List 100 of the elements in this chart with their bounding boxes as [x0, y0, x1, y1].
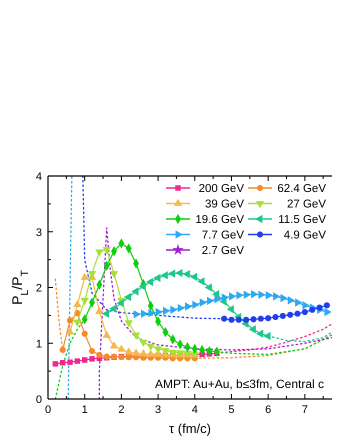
- point: [124, 347, 133, 355]
- point: [214, 295, 222, 304]
- point: [82, 357, 88, 363]
- point: [102, 330, 111, 338]
- y-tick-label: 3: [36, 226, 42, 239]
- point: [138, 282, 146, 291]
- point: [168, 269, 176, 278]
- point: [124, 320, 133, 328]
- point: [192, 300, 200, 309]
- point: [175, 268, 182, 278]
- point: [163, 306, 170, 316]
- point: [228, 316, 235, 323]
- point: [146, 350, 155, 357]
- point: [251, 290, 258, 298]
- x-axis-title: τ (fm/c): [169, 421, 211, 436]
- point: [154, 346, 162, 354]
- legend-label: 200 GeV: [198, 183, 244, 195]
- point: [146, 278, 154, 286]
- point: [178, 304, 185, 312]
- point: [82, 330, 88, 337]
- point: [102, 310, 110, 318]
- x-tick-label: 7: [302, 404, 308, 416]
- point: [134, 310, 141, 318]
- point: [197, 277, 205, 286]
- point: [66, 327, 74, 335]
- point: [221, 316, 228, 322]
- point: [109, 304, 116, 313]
- point: [287, 312, 294, 318]
- point: [96, 352, 102, 358]
- legend-label: 62.4 GeV: [277, 183, 326, 195]
- point: [139, 340, 148, 347]
- point: [132, 348, 140, 356]
- y-tick-label: 1: [36, 338, 42, 350]
- point: [148, 308, 156, 318]
- point: [95, 306, 104, 314]
- point: [185, 302, 192, 311]
- point: [244, 290, 251, 299]
- x-tick-label: 3: [155, 404, 162, 416]
- point: [52, 361, 58, 367]
- point: [102, 247, 111, 254]
- point: [294, 310, 301, 317]
- point: [324, 302, 330, 308]
- x-tick-label: 0: [44, 404, 52, 416]
- point: [132, 332, 140, 340]
- point: [309, 306, 316, 313]
- y-tick-label: 2: [36, 282, 42, 294]
- x-tick-label: 2: [118, 404, 124, 416]
- x-tick-label: 1: [82, 404, 88, 416]
- point: [95, 249, 104, 257]
- point: [117, 344, 126, 352]
- x-tick-label: 5: [228, 404, 235, 416]
- y-tick-label: 4: [36, 171, 42, 183]
- point: [272, 314, 279, 320]
- point: [67, 359, 73, 365]
- point: [302, 301, 310, 310]
- legend-label: 39 GeV: [205, 198, 244, 210]
- point: [256, 330, 264, 338]
- point: [207, 296, 214, 306]
- point: [250, 316, 257, 322]
- point: [265, 315, 272, 322]
- y-tick-label: 0: [36, 394, 42, 406]
- point: [124, 292, 132, 302]
- point: [266, 291, 273, 300]
- point: [139, 349, 148, 356]
- legend-label: 27 GeV: [287, 198, 326, 210]
- point: [316, 304, 323, 311]
- point: [141, 310, 148, 318]
- point: [110, 341, 118, 348]
- point: [60, 360, 66, 366]
- point: [182, 270, 190, 278]
- point: [74, 358, 80, 364]
- x-tick-label: 6: [265, 404, 272, 416]
- point: [229, 292, 236, 301]
- point: [258, 316, 264, 322]
- point: [73, 300, 82, 308]
- point: [280, 312, 286, 320]
- legend-label: 4.9 GeV: [284, 230, 326, 242]
- point: [226, 305, 234, 314]
- point: [153, 274, 160, 282]
- annotation: AMPT: Au+Au, b≤3fm, Central c: [155, 377, 324, 391]
- point: [258, 290, 266, 299]
- point: [236, 316, 242, 323]
- point: [66, 317, 74, 324]
- legend-label: 7.7 GeV: [202, 230, 244, 242]
- point: [248, 325, 256, 334]
- point: [170, 306, 178, 314]
- point: [89, 356, 95, 362]
- point: [243, 316, 250, 323]
- legend-label: 11.5 GeV: [278, 214, 326, 226]
- point: [73, 320, 82, 327]
- point: [88, 348, 96, 354]
- point: [324, 308, 332, 316]
- point: [288, 296, 295, 304]
- point: [146, 344, 155, 351]
- point: [302, 308, 308, 316]
- line-series: [98, 227, 332, 400]
- point: [156, 308, 163, 316]
- point: [80, 272, 89, 280]
- point: [131, 287, 138, 296]
- point: [273, 292, 280, 301]
